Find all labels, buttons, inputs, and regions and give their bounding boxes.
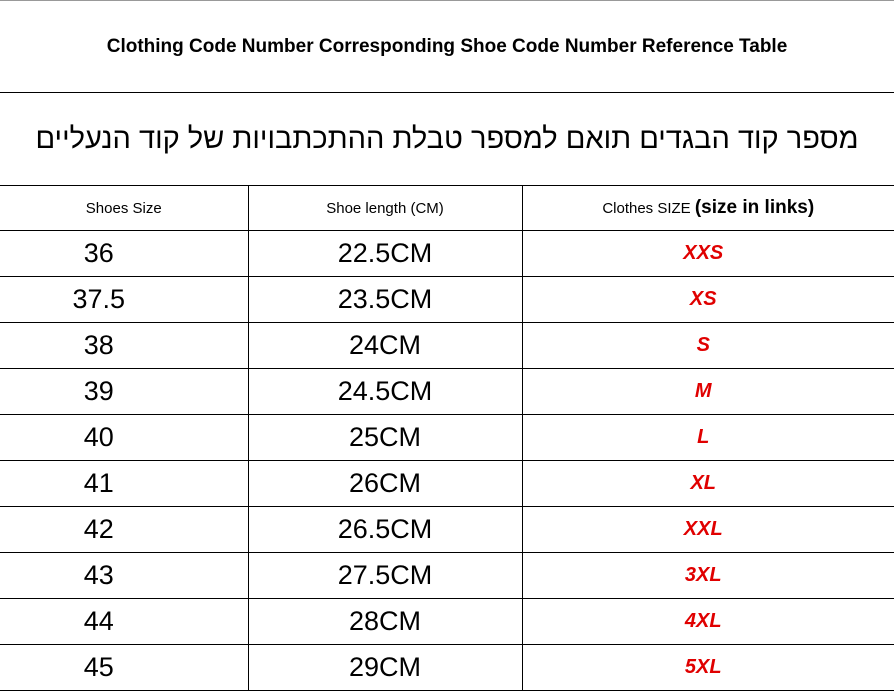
table-row: 37.5 23.5CM XS [0, 276, 894, 323]
shoe-length: 22.5CM [248, 230, 523, 277]
table-row: 44 28CM 4XL [0, 598, 894, 645]
header-cell: Clothes SIZE (size in links) [522, 186, 894, 231]
table-row: 39 24.5CM M [0, 368, 894, 415]
shoe-size: 38 [0, 322, 249, 369]
shoe-size: 43 [0, 552, 249, 599]
shoe-size: 39 [0, 368, 249, 415]
header-cell: Shoe length (CM) [248, 186, 523, 231]
shoe-length: 27.5CM [248, 552, 523, 599]
clothes-size: 3XL [522, 552, 894, 599]
clothes-size: L [522, 414, 894, 461]
table-row: 38 24CM S [0, 322, 894, 369]
shoe-length: 23.5CM [248, 276, 523, 323]
size-table: Shoes Size Shoe length (CM) Clothes SIZE… [0, 186, 894, 691]
header-row: Shoes Size Shoe length (CM) Clothes SIZE… [0, 186, 894, 231]
table-row: 36 22.5CM XXS [0, 230, 894, 277]
shoe-size: 41 [0, 460, 249, 507]
table-row: 40 25CM L [0, 414, 894, 461]
table-body: Shoes Size Shoe length (CM) Clothes SIZE… [0, 186, 894, 691]
subtitle: מספר קוד הבגדים תואם למספר טבלת ההתכתבוי… [0, 93, 894, 186]
clothes-size: S [522, 322, 894, 369]
shoe-length: 26CM [248, 460, 523, 507]
shoe-length: 24CM [248, 322, 523, 369]
shoe-length: 26.5CM [248, 506, 523, 553]
clothes-size: XXL [522, 506, 894, 553]
shoe-size: 42 [0, 506, 249, 553]
header-cell: Shoes Size [0, 186, 249, 231]
clothes-size: 4XL [522, 598, 894, 645]
shoe-length: 24.5CM [248, 368, 523, 415]
shoe-size: 36 [0, 230, 249, 277]
table-row: 42 26.5CM XXL [0, 506, 894, 553]
table-row: 45 29CM 5XL [0, 644, 894, 691]
clothes-size: XXS [522, 230, 894, 277]
shoe-length: 25CM [248, 414, 523, 461]
clothes-size: XS [522, 276, 894, 323]
title: Clothing Code Number Corresponding Shoe … [0, 1, 894, 93]
shoe-size: 45 [0, 644, 249, 691]
shoe-length: 28CM [248, 598, 523, 645]
clothes-size: M [522, 368, 894, 415]
clothes-size: 5XL [522, 644, 894, 691]
shoe-length: 29CM [248, 644, 523, 691]
clothes-size: XL [522, 460, 894, 507]
header-text: Shoes Size [85, 199, 162, 217]
shoe-size: 40 [0, 414, 249, 461]
header-text: Clothes SIZE [602, 200, 691, 217]
shoe-size: 37.5 [0, 276, 249, 323]
table-row: 43 27.5CM 3XL [0, 552, 894, 599]
header-text: Shoe length (CM) [326, 199, 444, 217]
header-note: (size in links) [694, 197, 815, 218]
shoe-size: 44 [0, 598, 249, 645]
table-row: 41 26CM XL [0, 460, 894, 507]
